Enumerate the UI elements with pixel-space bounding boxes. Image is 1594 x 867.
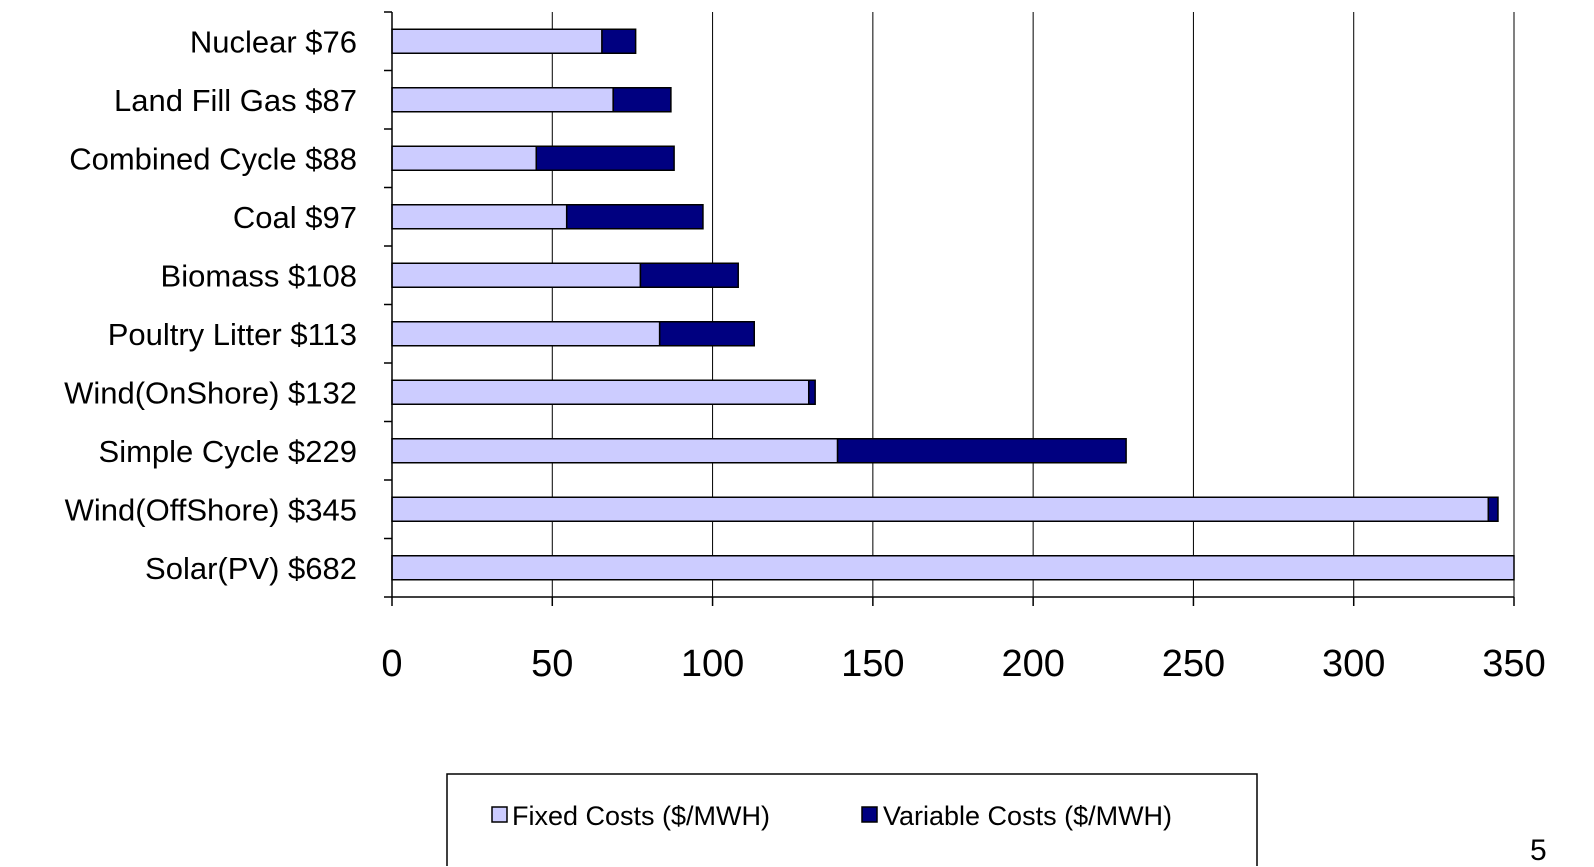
bar-fixed-1 [391,87,614,113]
category-label-5: Poultry Litter $113 [108,317,357,352]
bar-fixed-6 [391,379,810,405]
bars [391,28,1515,581]
category-label-3: Coal $97 [233,200,357,235]
category-label-7: Simple Cycle $229 [99,434,357,469]
x-tick-label-3: 150 [841,643,904,685]
x-tick-label-7: 350 [1482,643,1545,685]
bar-variable-7 [836,438,1127,464]
page-number: 5 [1530,834,1547,867]
legend-swatch-variable [861,806,878,823]
category-label-8: Wind(OffShore) $345 [65,492,357,527]
bar-variable-5 [658,321,755,347]
x-tick-label-6: 300 [1322,643,1385,685]
legend: Fixed Costs ($/MWH) Variable Costs ($/MW… [446,773,1258,866]
legend-box [446,773,1258,866]
category-label-2: Combined Cycle $88 [69,141,357,176]
x-tick-label-5: 250 [1162,643,1225,685]
bar-fixed-5 [391,321,661,347]
category-label-4: Biomass $108 [161,258,357,293]
bar-fixed-0 [391,28,603,54]
axes [384,11,1515,606]
category-label-9: Solar(PV) $682 [145,551,357,586]
legend-label-fixed: Fixed Costs ($/MWH) [512,801,770,831]
x-tick-label-1: 50 [531,643,573,685]
bar-fixed-7 [391,438,839,464]
bar-variable-0 [601,28,637,54]
bar-fixed-2 [391,145,538,171]
bar-fixed-3 [391,204,568,230]
gridlines [551,12,1515,597]
bar-variable-3 [565,204,704,230]
bar-fixed-8 [391,496,1490,522]
x-tick-labels: 0 50 100 150 200 250 300 350 [381,643,1545,685]
bar-variable-1 [612,87,672,113]
bar-fixed-9 [391,555,1515,581]
bar-fixed-4 [391,262,642,288]
legend-swatch-fixed [491,806,508,823]
category-label-0: Nuclear $76 [190,24,357,59]
bar-variable-4 [639,262,739,288]
bar-variable-6 [807,379,816,405]
x-tick-label-4: 200 [1001,643,1064,685]
bar-variable-8 [1487,496,1499,522]
category-label-6: Wind(OnShore) $132 [64,375,357,410]
category-label-1: Land Fill Gas $87 [114,83,357,118]
x-tick-label-2: 100 [681,643,744,685]
category-labels: Nuclear $76 Land Fill Gas $87 Combined Cyc… [64,24,357,586]
x-tick-label-0: 0 [381,643,402,685]
bar-variable-2 [535,145,675,171]
legend-label-variable: Variable Costs ($/MWH) [883,801,1172,831]
